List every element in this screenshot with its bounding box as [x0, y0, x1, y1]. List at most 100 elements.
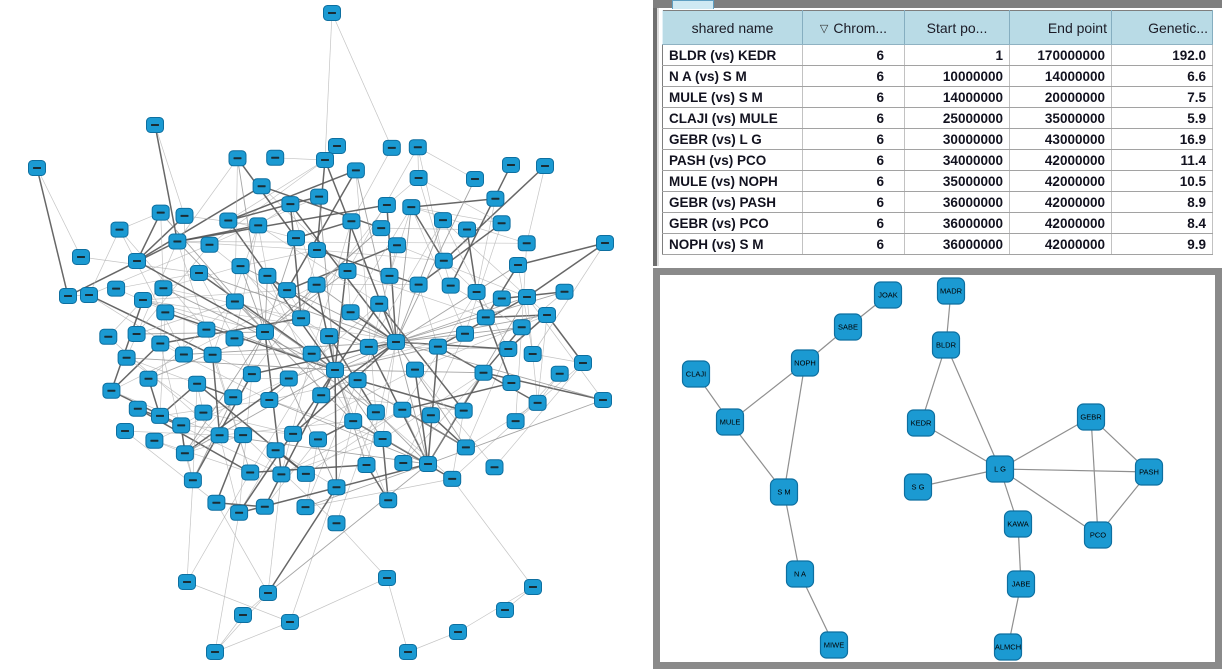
- node-sg[interactable]: S G: [903, 473, 933, 501]
- node-shape[interactable]: [1134, 458, 1164, 486]
- node[interactable]: [134, 292, 152, 308]
- table-row[interactable]: GEBR (vs) PASH 6 36000000 42000000 8.9: [662, 191, 1213, 213]
- node-gebr[interactable]: GEBR: [1076, 403, 1106, 431]
- node[interactable]: [127, 326, 146, 342]
- node[interactable]: [188, 375, 207, 392]
- node[interactable]: [574, 355, 592, 371]
- node[interactable]: [279, 370, 298, 387]
- node[interactable]: [225, 330, 244, 347]
- node[interactable]: [512, 319, 531, 336]
- node[interactable]: [380, 267, 399, 284]
- node[interactable]: [178, 574, 196, 590]
- node[interactable]: [373, 431, 392, 447]
- filter-icon[interactable]: ▽: [819, 22, 829, 35]
- node[interactable]: [449, 624, 467, 640]
- node-sabe[interactable]: SABE: [833, 313, 863, 341]
- node[interactable]: [485, 459, 504, 476]
- node[interactable]: [312, 387, 331, 404]
- node[interactable]: [151, 204, 170, 221]
- node[interactable]: [328, 138, 346, 154]
- node[interactable]: [281, 196, 300, 213]
- node[interactable]: [346, 162, 365, 179]
- node[interactable]: [555, 283, 574, 300]
- node[interactable]: [259, 585, 277, 601]
- sub-network-panel[interactable]: JOAK MADR SABE BLDR NOPH CLAJI MULE KEDR GEBR L G…: [653, 268, 1222, 669]
- node[interactable]: [419, 456, 437, 472]
- node[interactable]: [316, 152, 334, 168]
- node[interactable]: [594, 392, 612, 408]
- node-shape[interactable]: [906, 409, 936, 437]
- node[interactable]: [116, 423, 134, 439]
- node[interactable]: [399, 644, 417, 660]
- node[interactable]: [496, 602, 514, 618]
- node[interactable]: [234, 607, 252, 623]
- node[interactable]: [341, 304, 360, 321]
- node[interactable]: [228, 150, 247, 167]
- node[interactable]: [596, 235, 614, 251]
- node-shape[interactable]: [715, 408, 745, 436]
- node-jabe[interactable]: JABE: [1006, 570, 1036, 598]
- node[interactable]: [370, 295, 389, 312]
- node[interactable]: [492, 290, 511, 307]
- node[interactable]: [197, 321, 216, 338]
- node-kedr[interactable]: KEDR: [906, 409, 936, 437]
- node[interactable]: [219, 212, 238, 229]
- node[interactable]: [139, 370, 158, 387]
- node-noph[interactable]: NOPH: [790, 349, 820, 377]
- edge-lg-pash[interactable]: [999, 468, 1150, 473]
- node[interactable]: [249, 217, 268, 234]
- edge-sm-na[interactable]: [783, 491, 801, 575]
- node-lg[interactable]: L G: [985, 455, 1015, 483]
- node-mule[interactable]: MULE: [715, 408, 745, 436]
- node[interactable]: [281, 614, 299, 630]
- node[interactable]: [309, 431, 327, 448]
- node[interactable]: [110, 221, 129, 238]
- node[interactable]: [357, 457, 376, 473]
- edge-gebr-pco[interactable]: [1090, 416, 1099, 536]
- column-header-genetic[interactable]: Genetic...: [1111, 10, 1213, 45]
- table-row[interactable]: PASH (vs) PCO 6 34000000 42000000 11.4: [662, 149, 1213, 171]
- edge-lg-gebr[interactable]: [999, 416, 1092, 470]
- node[interactable]: [145, 432, 164, 449]
- node[interactable]: [323, 5, 341, 21]
- node[interactable]: [492, 215, 511, 232]
- column-header-start-po[interactable]: Start po...: [904, 10, 1010, 45]
- node[interactable]: [372, 220, 391, 237]
- table-row[interactable]: NOPH (vs) S M 6 36000000 42000000 9.9: [662, 233, 1213, 255]
- node[interactable]: [72, 249, 90, 265]
- node-shape[interactable]: [1006, 570, 1036, 598]
- node-pco[interactable]: PCO: [1083, 521, 1113, 549]
- node[interactable]: [284, 425, 303, 442]
- node[interactable]: [409, 170, 428, 186]
- node[interactable]: [394, 455, 413, 471]
- node[interactable]: [408, 139, 427, 156]
- node[interactable]: [242, 366, 261, 383]
- node-pash[interactable]: PASH: [1134, 458, 1164, 486]
- node[interactable]: [168, 233, 187, 250]
- node[interactable]: [99, 328, 118, 345]
- node-shape[interactable]: [1003, 510, 1033, 538]
- node[interactable]: [175, 207, 194, 224]
- table-row[interactable]: MULE (vs) S M 6 14000000 20000000 7.5: [662, 86, 1213, 108]
- table-row[interactable]: MULE (vs) NOPH 6 35000000 42000000 10.5: [662, 170, 1213, 192]
- node-shape[interactable]: [790, 349, 820, 377]
- node[interactable]: [387, 334, 405, 350]
- node[interactable]: [348, 372, 367, 389]
- node[interactable]: [156, 304, 175, 321]
- column-header-shared-name[interactable]: shared name: [662, 10, 803, 45]
- node[interactable]: [225, 293, 244, 310]
- panel-splitter[interactable]: [653, 0, 657, 266]
- node[interactable]: [509, 257, 527, 273]
- node[interactable]: [456, 439, 475, 456]
- node[interactable]: [536, 158, 554, 174]
- node[interactable]: [523, 346, 542, 362]
- node-almch[interactable]: ALMCH: [993, 633, 1023, 661]
- node[interactable]: [382, 139, 401, 156]
- node[interactable]: [528, 394, 547, 411]
- node-shape[interactable]: [903, 473, 933, 501]
- node[interactable]: [456, 325, 474, 342]
- node[interactable]: [146, 117, 164, 133]
- node-kawa[interactable]: KAWA: [1003, 510, 1033, 538]
- node[interactable]: [252, 178, 271, 195]
- main-network-panel[interactable]: [0, 0, 652, 669]
